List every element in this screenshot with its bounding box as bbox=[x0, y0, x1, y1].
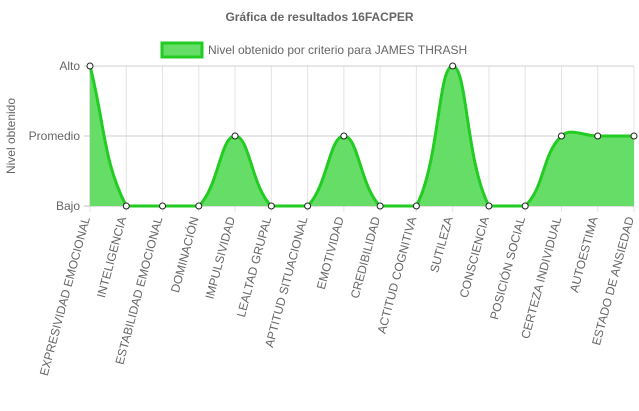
x-tick-label: CREDIBILIDAD bbox=[348, 215, 383, 300]
x-tick-label: EXPRESIVIDAD EMOCIONAL bbox=[37, 215, 93, 377]
y-tick-label: Bajo bbox=[56, 199, 80, 213]
data-point[interactable] bbox=[376, 202, 384, 210]
data-point[interactable] bbox=[304, 202, 312, 210]
x-tick-label: CERTEZA INDIVIDUAL bbox=[518, 215, 564, 340]
x-tick-label: SUTILEZA bbox=[427, 215, 455, 274]
y-axis-ticks: Alto Promedio Bajo bbox=[29, 59, 81, 213]
data-point[interactable] bbox=[521, 202, 529, 210]
x-axis-ticks: EXPRESIVIDAD EMOCIONAL INTELIGENCIAESTABI… bbox=[37, 215, 637, 378]
data-points bbox=[86, 62, 638, 210]
series-line bbox=[88, 64, 636, 208]
x-tick-label: ACTITUD COGNITIVA bbox=[375, 215, 420, 335]
y-axis-label: Nivel obtenido bbox=[4, 98, 18, 174]
data-point[interactable] bbox=[195, 202, 203, 210]
data-point[interactable] bbox=[485, 202, 493, 210]
y-tick-label: Alto bbox=[59, 59, 80, 73]
x-tick-label: EMOTIVIDAD bbox=[314, 215, 347, 291]
data-point[interactable] bbox=[122, 202, 130, 210]
legend-swatch bbox=[160, 41, 204, 59]
x-tick-label: DOMINACIÓN bbox=[167, 215, 202, 294]
series-area bbox=[88, 64, 636, 208]
chart-title: Gráfica de resultados 16FACPER bbox=[225, 10, 413, 24]
legend-label: Nivel obtenido por criterio para JAMES T… bbox=[208, 43, 467, 57]
data-point[interactable] bbox=[557, 132, 565, 140]
data-point[interactable] bbox=[159, 202, 167, 210]
data-point[interactable] bbox=[594, 132, 602, 140]
data-point[interactable] bbox=[412, 202, 420, 210]
x-tick-label: INTELIGENCIA bbox=[94, 215, 129, 299]
data-point[interactable] bbox=[231, 132, 239, 140]
x-tick-label: AUTOESTIMA bbox=[567, 215, 601, 294]
data-point[interactable] bbox=[340, 132, 348, 140]
series-fill bbox=[90, 66, 634, 206]
x-tick-label: IMPULSIVIDAD bbox=[203, 215, 239, 301]
x-tick-label: LEALTAD GRUPAL bbox=[234, 215, 274, 319]
data-point[interactable] bbox=[449, 62, 457, 70]
y-tick-label: Promedio bbox=[29, 129, 81, 143]
data-point[interactable] bbox=[630, 132, 638, 140]
data-point[interactable] bbox=[267, 202, 275, 210]
legend[interactable]: Nivel obtenido por criterio para JAMES T… bbox=[160, 41, 467, 59]
x-tick-label: POSICIÓN SOCIAL bbox=[486, 215, 528, 322]
data-point[interactable] bbox=[86, 62, 94, 70]
x-tick-label: CONSCIENCIA bbox=[457, 215, 492, 299]
